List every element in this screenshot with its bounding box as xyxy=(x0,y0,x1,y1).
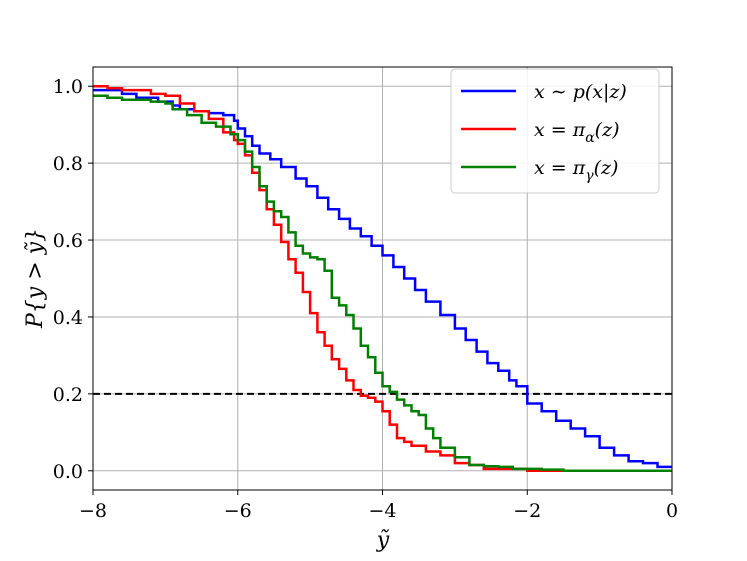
y-tick-label: 0.4 xyxy=(53,307,83,329)
x-tick-label: −8 xyxy=(79,500,107,522)
y-axis-label: P{y > ỹ} xyxy=(23,228,48,329)
x-tick-label: −2 xyxy=(513,500,541,522)
x-tick-label: −4 xyxy=(368,500,396,522)
x-tick-label: 0 xyxy=(666,500,678,522)
legend-label-2: x = πα(z) xyxy=(534,119,620,146)
y-tick-label: 0.2 xyxy=(53,384,83,406)
ticks: −8 −6 −4 −2 0 0.0 0.2 0.4 0.6 0.8 1.0 xyxy=(53,76,678,522)
legend-box xyxy=(450,68,660,194)
legend: x ∼ p(x|z) x = πα(z) x = πγ(z) xyxy=(450,68,660,194)
series-line-3 xyxy=(93,94,672,473)
y-tick-label: 0.6 xyxy=(53,230,83,252)
y-tick-label: 0.0 xyxy=(53,461,83,483)
y-tick-label: 0.8 xyxy=(53,153,83,175)
x-axis-label: ỹ xyxy=(376,528,390,553)
series-line-2 xyxy=(93,84,672,473)
series-line-1 xyxy=(93,88,672,469)
legend-label-1: x ∼ p(x|z) xyxy=(534,81,627,103)
legend-label-3: x = πγ(z) xyxy=(534,157,618,184)
series-layer xyxy=(93,84,672,473)
x-tick-label: −6 xyxy=(224,500,252,522)
y-tick-label: 1.0 xyxy=(53,76,83,98)
